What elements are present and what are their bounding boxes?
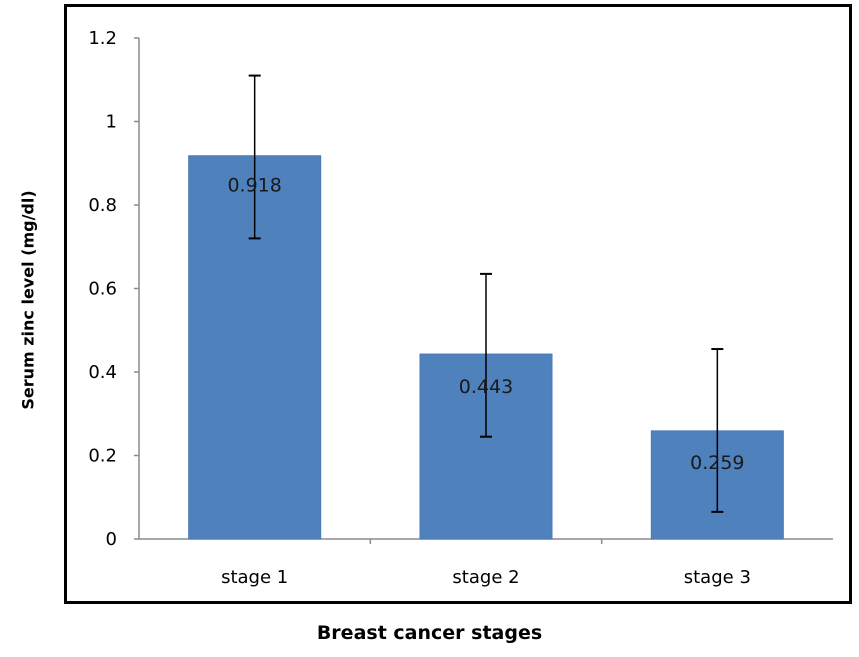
- data-label: 0.259: [690, 452, 744, 474]
- chart-frame: [64, 4, 852, 604]
- y-tick-label: 0: [106, 529, 117, 550]
- data-label: 0.443: [459, 376, 513, 398]
- category-labels-group: stage 1 stage 2 stage 3: [221, 539, 751, 588]
- data-labels-group: 0.918 0.443 0.259: [227, 175, 744, 474]
- y-tick-label: 0.2: [88, 446, 117, 467]
- data-label: 0.918: [227, 175, 281, 197]
- y-tick-label: 0.8: [88, 195, 117, 216]
- y-tick-label: 1.2: [88, 28, 117, 49]
- category-label: stage 2: [452, 567, 519, 588]
- y-tick-label: 0.4: [88, 362, 117, 383]
- category-label: stage 3: [684, 567, 751, 588]
- category-label: stage 1: [221, 567, 288, 588]
- y-tick-group: 0 0.2 0.4 0.6 0.8 1 1.2: [88, 28, 139, 550]
- x-axis-label: Breast cancer stages: [316, 622, 543, 644]
- y-tick-label: 1: [106, 112, 117, 133]
- y-tick-label: 0.6: [88, 279, 117, 300]
- error-bars-group: [248, 74, 724, 513]
